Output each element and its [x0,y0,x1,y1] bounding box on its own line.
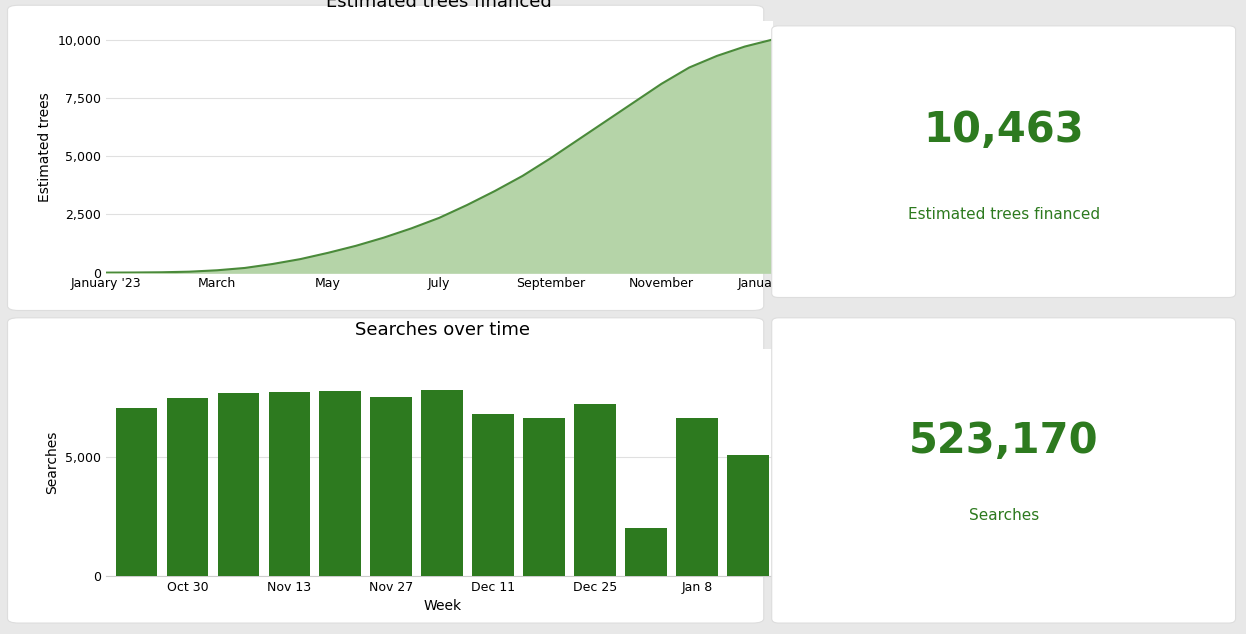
Text: Estimated trees financed: Estimated trees financed [907,207,1100,223]
Text: 10,463: 10,463 [923,108,1084,151]
Y-axis label: Searches: Searches [46,431,60,494]
Bar [116,408,157,576]
Bar [218,394,259,576]
Title: Estimated trees financed: Estimated trees financed [326,0,552,11]
Bar [523,418,566,576]
FancyBboxPatch shape [7,318,764,623]
FancyBboxPatch shape [7,5,764,311]
Text: Searches: Searches [968,508,1039,523]
X-axis label: Week: Week [424,599,461,613]
Bar [319,391,361,576]
Bar [370,397,412,576]
Title: Searches over time: Searches over time [355,321,530,339]
Bar [421,390,464,576]
Bar [728,455,769,576]
FancyBboxPatch shape [771,318,1236,623]
Bar [268,392,310,576]
Bar [472,413,515,576]
Text: 523,170: 523,170 [908,420,1099,462]
Bar [625,528,667,576]
FancyBboxPatch shape [771,26,1236,297]
Bar [167,398,208,576]
Text: ECOSIA: ECOSIA [837,35,1170,113]
Bar [677,418,718,576]
Bar [574,404,616,576]
Y-axis label: Estimated trees: Estimated trees [37,92,51,202]
